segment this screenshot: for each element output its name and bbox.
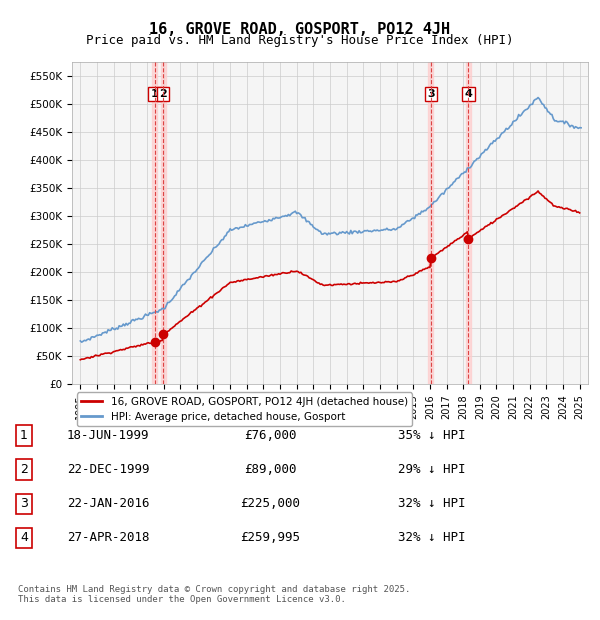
Text: Contains HM Land Registry data © Crown copyright and database right 2025.
This d: Contains HM Land Registry data © Crown c… <box>18 585 410 604</box>
Bar <box>466 62 471 384</box>
Text: 35% ↓ HPI: 35% ↓ HPI <box>398 429 466 442</box>
Text: 32% ↓ HPI: 32% ↓ HPI <box>398 497 466 510</box>
Bar <box>428 62 433 384</box>
Text: Price paid vs. HM Land Registry's House Price Index (HPI): Price paid vs. HM Land Registry's House … <box>86 34 514 47</box>
Legend: 16, GROVE ROAD, GOSPORT, PO12 4JH (detached house), HPI: Average price, detached: 16, GROVE ROAD, GOSPORT, PO12 4JH (detac… <box>77 392 412 426</box>
Text: 22-JAN-2016: 22-JAN-2016 <box>67 497 149 510</box>
Bar <box>161 62 166 384</box>
Text: 32% ↓ HPI: 32% ↓ HPI <box>398 531 466 544</box>
Text: 29% ↓ HPI: 29% ↓ HPI <box>398 463 466 476</box>
Text: 1: 1 <box>20 429 28 442</box>
Text: 18-JUN-1999: 18-JUN-1999 <box>67 429 149 442</box>
Text: 2: 2 <box>20 463 28 476</box>
Text: £259,995: £259,995 <box>240 531 300 544</box>
Text: 4: 4 <box>20 531 28 544</box>
Text: 4: 4 <box>464 89 472 99</box>
Text: 27-APR-2018: 27-APR-2018 <box>67 531 149 544</box>
Text: 3: 3 <box>20 497 28 510</box>
Text: £89,000: £89,000 <box>244 463 296 476</box>
Text: 2: 2 <box>160 89 167 99</box>
Text: 16, GROVE ROAD, GOSPORT, PO12 4JH: 16, GROVE ROAD, GOSPORT, PO12 4JH <box>149 22 451 37</box>
Text: 1: 1 <box>151 89 158 99</box>
Text: £76,000: £76,000 <box>244 429 296 442</box>
Bar <box>152 62 157 384</box>
Text: 3: 3 <box>427 89 434 99</box>
Text: £225,000: £225,000 <box>240 497 300 510</box>
Text: 22-DEC-1999: 22-DEC-1999 <box>67 463 149 476</box>
